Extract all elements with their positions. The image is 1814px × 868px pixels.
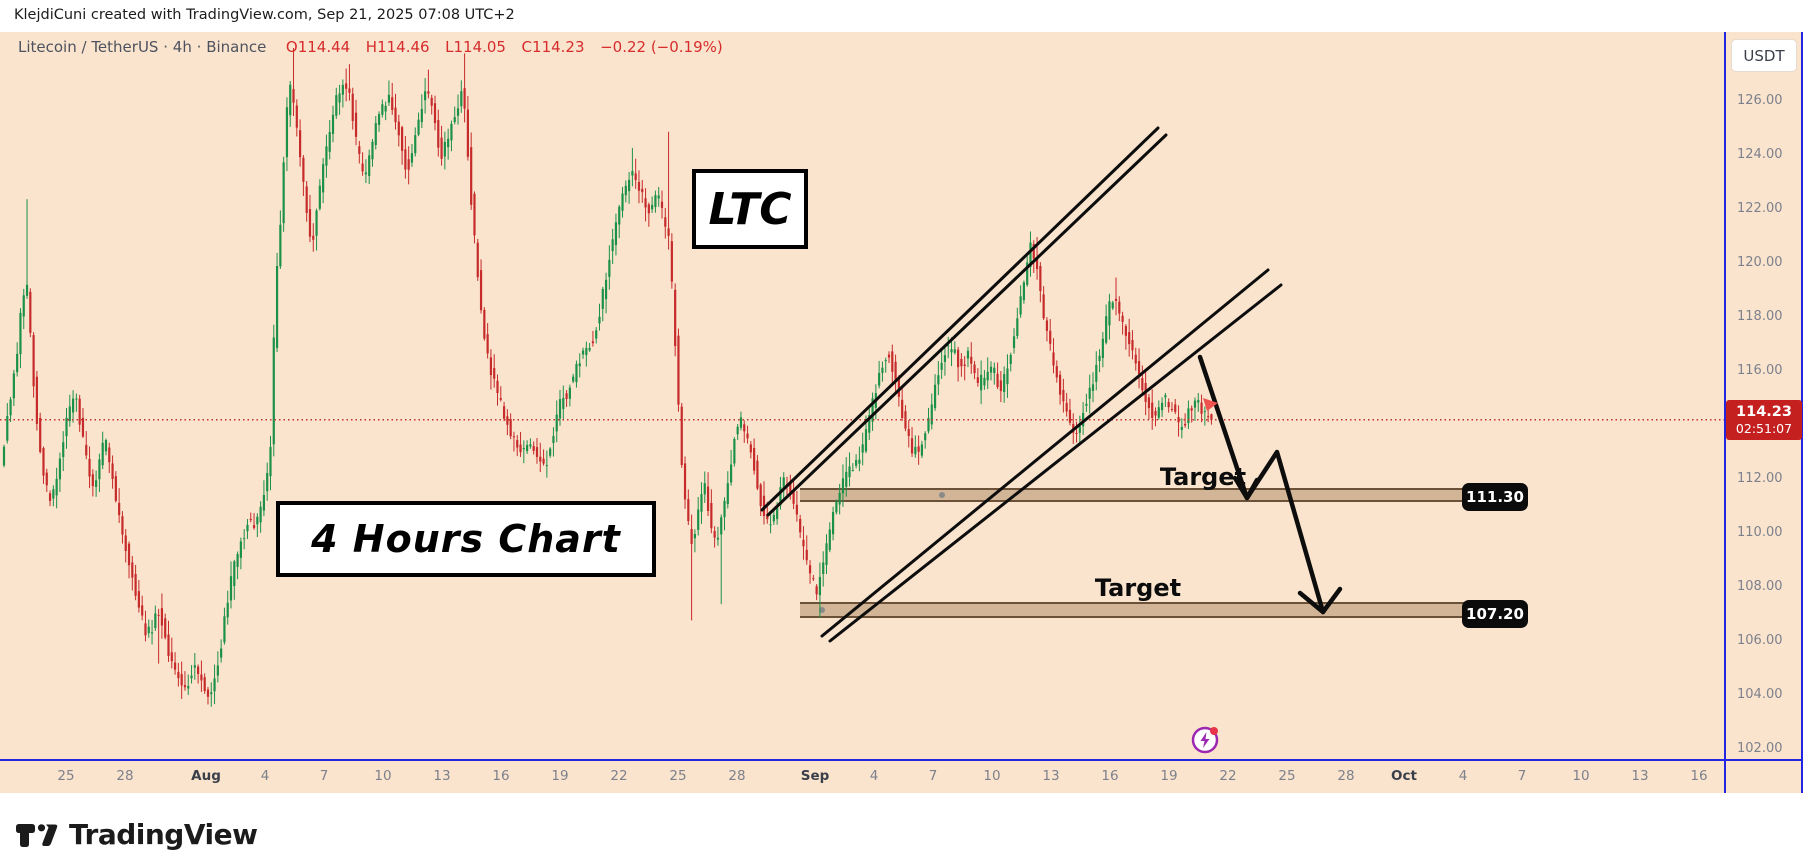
ohlc-high: H114.46 bbox=[365, 38, 430, 56]
last-price-value: 114.23 bbox=[1736, 403, 1792, 420]
tradingview-logo: TradingView bbox=[15, 818, 258, 851]
tradingview-logo-text: TradingView bbox=[69, 818, 258, 851]
time-tick-label: 16 bbox=[492, 768, 510, 784]
price-tick-label: 122.00 bbox=[1737, 201, 1783, 216]
target2-label[interactable]: Target bbox=[1094, 574, 1182, 602]
interval-label[interactable]: 4h bbox=[172, 38, 192, 56]
ohlc-close: C114.23 bbox=[521, 38, 585, 56]
time-tick-label: 13 bbox=[1042, 768, 1060, 784]
time-tick-label: 16 bbox=[1101, 768, 1119, 784]
target1-price-badge[interactable]: 111.30 bbox=[1462, 483, 1528, 511]
time-tick-label: 19 bbox=[1160, 768, 1178, 784]
ohlc-low: L114.05 bbox=[445, 38, 506, 56]
timeframe-annotation-box[interactable]: 4 Hours Chart bbox=[276, 501, 656, 577]
price-tick-label: 104.00 bbox=[1737, 687, 1783, 702]
price-tick-label: 108.00 bbox=[1737, 579, 1783, 594]
exchange-label: Binance bbox=[206, 38, 267, 56]
time-tick-label: 13 bbox=[1631, 768, 1649, 784]
chart-area[interactable]: Litecoin / TetherUS · 4h · Binance O114.… bbox=[0, 32, 1814, 793]
time-tick-label: 25 bbox=[669, 768, 687, 784]
time-tick-label: 25 bbox=[1278, 768, 1296, 784]
target1-label[interactable]: Target bbox=[1159, 463, 1247, 491]
time-tick-label: 25 bbox=[57, 768, 75, 784]
time-tick-label: 19 bbox=[551, 768, 569, 784]
time-tick-label: 22 bbox=[610, 768, 628, 784]
last-price-badge: 114.23 02:51:07 bbox=[1726, 399, 1802, 440]
candle-countdown: 02:51:07 bbox=[1735, 421, 1793, 437]
time-tick-label: 4 bbox=[869, 768, 879, 784]
time-tick-label: Sep bbox=[800, 768, 830, 784]
price-tick-label: 106.00 bbox=[1737, 633, 1783, 648]
tradingview-logo-icon bbox=[16, 823, 58, 847]
time-tick-label: 7 bbox=[928, 768, 938, 784]
attribution-text: KlejdiCuni created with TradingView.com,… bbox=[14, 7, 515, 23]
price-change: −0.22 (−0.19%) bbox=[600, 38, 723, 56]
events-lightning-icon[interactable] bbox=[1188, 723, 1222, 757]
price-tick-label: 126.00 bbox=[1737, 93, 1783, 108]
price-tick-label: 118.00 bbox=[1737, 309, 1783, 324]
right-border-line bbox=[1801, 32, 1803, 793]
price-axis-separator bbox=[1724, 32, 1726, 793]
time-tick-label: 10 bbox=[374, 768, 392, 784]
time-tick-label: 28 bbox=[728, 768, 746, 784]
candlestick-chart[interactable] bbox=[0, 32, 1814, 793]
bottom-bar: TradingView bbox=[0, 793, 1814, 868]
price-tick-label: 120.00 bbox=[1737, 255, 1783, 270]
time-tick-label: 7 bbox=[1517, 768, 1527, 784]
price-tick-label: 102.00 bbox=[1737, 741, 1783, 756]
price-tick-label: 112.00 bbox=[1737, 471, 1783, 486]
time-tick-label: 10 bbox=[983, 768, 1001, 784]
symbol-title[interactable]: Litecoin / TetherUS bbox=[18, 38, 159, 56]
price-tick-label: 116.00 bbox=[1737, 363, 1783, 378]
price-axis[interactable]: 126.00 124.00 122.00 120.00 118.00 116.00 112.… bbox=[1724, 32, 1802, 793]
right-margin bbox=[1803, 32, 1814, 793]
time-tick-label: 10 bbox=[1572, 768, 1590, 784]
time-tick-label: 4 bbox=[1458, 768, 1468, 784]
time-tick-label: 7 bbox=[319, 768, 329, 784]
time-tick-label: 28 bbox=[1337, 768, 1355, 784]
time-tick-label: 16 bbox=[1690, 768, 1708, 784]
time-tick-label: 28 bbox=[116, 768, 134, 784]
attribution-bar: KlejdiCuni created with TradingView.com,… bbox=[0, 0, 1814, 32]
time-tick-label: 13 bbox=[433, 768, 451, 784]
currency-toggle[interactable]: USDT bbox=[1731, 39, 1797, 72]
ohlc-open: O114.44 bbox=[285, 38, 351, 56]
ltc-annotation-box[interactable]: LTC bbox=[692, 169, 808, 249]
target2-price-badge[interactable]: 107.20 bbox=[1462, 600, 1528, 628]
time-axis[interactable]: 25 28 Aug 4 7 10 13 16 19 22 25 28 Sep 4 7 10 13 16 19 22 25… bbox=[0, 759, 1802, 793]
price-tick-label: 124.00 bbox=[1737, 147, 1783, 162]
time-tick-label: 22 bbox=[1219, 768, 1237, 784]
symbol-header[interactable]: Litecoin / TetherUS · 4h · Binance O114.… bbox=[18, 38, 723, 56]
time-tick-label: Aug bbox=[191, 768, 221, 784]
time-axis-separator bbox=[0, 759, 1802, 761]
price-tick-label: 110.00 bbox=[1737, 525, 1783, 540]
time-tick-label: 4 bbox=[260, 768, 270, 784]
time-tick-label: Oct bbox=[1391, 768, 1417, 784]
